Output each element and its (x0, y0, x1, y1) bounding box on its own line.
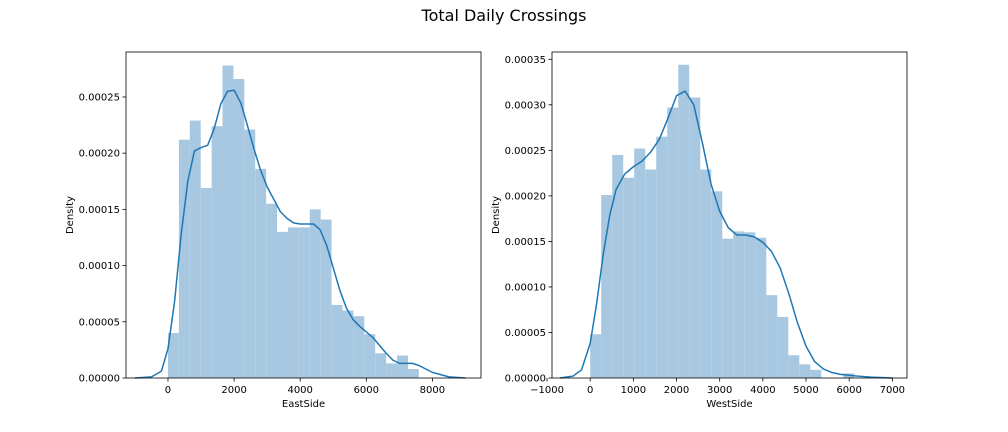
histogram-bar (342, 310, 354, 378)
x-tick-label: 5000 (793, 385, 818, 396)
y-tick-label: 0.00025 (79, 92, 120, 103)
histogram-bar (244, 129, 256, 378)
histogram-bar (364, 334, 376, 378)
y-tick-label: 0.00035 (505, 55, 546, 66)
y-tick-label: 0.00005 (79, 317, 120, 328)
y-tick-label: 0.00010 (505, 282, 546, 293)
x-tick-label: 8000 (420, 385, 445, 396)
y-tick-label: 0.00000 (79, 374, 120, 385)
x-tick-label: 2000 (664, 385, 689, 396)
histogram-bar (799, 364, 811, 378)
histogram-bar (167, 333, 179, 378)
x-axis-label: WestSide (706, 399, 752, 410)
histogram-bar (623, 177, 635, 378)
histogram-bar (722, 238, 734, 378)
y-tick-label: 0.00015 (505, 237, 546, 248)
x-tick-label: 2000 (221, 385, 246, 396)
y-axis-label: Density (491, 196, 502, 234)
histogram-bar (788, 355, 800, 378)
histogram-bar (397, 355, 408, 378)
histogram-bar (200, 188, 212, 378)
x-tick-label: −1000 (530, 385, 564, 396)
x-tick-label: 7000 (880, 385, 905, 396)
x-tick-label: 4000 (287, 385, 312, 396)
histogram-bar (407, 369, 419, 378)
x-tick-label: 0 (165, 385, 171, 396)
x-tick-label: 3000 (707, 385, 732, 396)
y-axis-label: Density (65, 196, 76, 234)
histogram-bar (678, 64, 690, 379)
histogram-bar (386, 363, 398, 378)
westside-histogram-panel: −1000 0 1000 2000 3000 4000 5000 6000 7000 0.0000… (491, 51, 908, 410)
x-tick-label: 1000 (621, 385, 646, 396)
x-tick-label: 4000 (750, 385, 775, 396)
histogram-bar (656, 136, 668, 378)
histogram-bar (375, 353, 387, 378)
histogram-bar (810, 369, 822, 378)
y-tick-label: 0.00030 (505, 100, 546, 111)
histogram-bar (601, 194, 613, 378)
histogram-bar (298, 227, 310, 378)
y-tick-label: 0.00025 (505, 146, 546, 157)
histogram-bar (331, 304, 343, 378)
x-tick-label: 6000 (836, 385, 861, 396)
histogram-bar (744, 232, 756, 378)
histogram-bar (189, 120, 201, 378)
y-tick-label: 0.00010 (79, 261, 120, 272)
histogram-bar (667, 107, 679, 378)
histogram-bar (777, 316, 789, 378)
y-tick-label: 0.00000 (505, 374, 546, 385)
x-axis-label: EastSide (282, 399, 325, 410)
x-tick-label: 6000 (354, 385, 379, 396)
histogram-bar (711, 191, 723, 378)
y-tick-label: 0.00005 (505, 328, 546, 339)
histogram-bar (645, 169, 657, 378)
histogram-bar (634, 148, 646, 378)
histogram-bar (689, 97, 701, 378)
histogram-bar (222, 65, 234, 378)
axes-frame (125, 51, 482, 379)
histogram-bar (590, 334, 602, 378)
histogram-bar (287, 227, 299, 378)
y-tick-label: 0.00020 (505, 191, 546, 202)
axes-frame (551, 51, 908, 379)
histogram-bar (309, 209, 321, 378)
histogram-bar (211, 126, 223, 378)
histogram-bar (266, 203, 278, 378)
histogram-bar (255, 168, 267, 378)
histogram-bar (700, 169, 712, 378)
x-tick-label: 0 (587, 385, 593, 396)
histogram-bar (766, 295, 778, 378)
histogram-bar (733, 231, 745, 378)
histogram-bar (277, 231, 288, 378)
figure-suptitle: Total Daily Crossings (421, 6, 587, 25)
kde-density-line (134, 89, 466, 379)
kde-density-line (559, 90, 893, 379)
histogram-bar (233, 78, 245, 378)
eastside-histogram-panel: 0 2000 4000 6000 8000 0.00000 0.00005 0.00010 0.… (65, 51, 482, 410)
histogram-bar (755, 237, 767, 378)
y-tick-label: 0.00015 (79, 205, 120, 216)
histogram-bar (612, 154, 624, 378)
y-tick-label: 0.00020 (79, 149, 120, 160)
histogram-bar (178, 139, 190, 378)
histogram-bar (320, 219, 332, 378)
histogram-bar (353, 316, 365, 378)
